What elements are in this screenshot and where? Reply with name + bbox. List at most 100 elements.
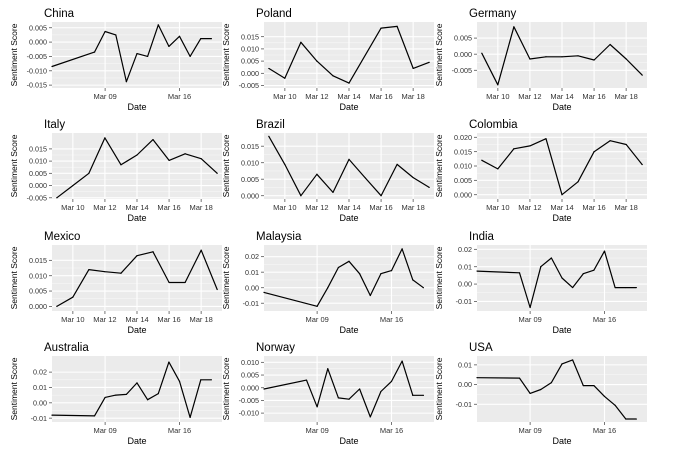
data-point — [412, 176, 414, 179]
x-axis-label: Date — [552, 213, 571, 223]
chart-panel-norway: 0.010 0.005 0.000 -0.005 -0.010 Mar 09 Mar 16 N… — [221, 342, 434, 446]
x-tick-label: Mar 14 — [337, 203, 360, 212]
data-point — [529, 392, 531, 395]
data-point — [422, 287, 424, 289]
x-tick-label: Mar 12 — [305, 92, 328, 101]
data-point — [518, 377, 521, 379]
y-tick-label: 0.02 — [245, 252, 259, 261]
data-point — [268, 67, 270, 70]
data-point — [609, 43, 611, 46]
y-tick-label: 0.015 — [454, 147, 472, 156]
data-point — [104, 30, 106, 33]
x-axis-label: Date — [127, 213, 146, 223]
data-point — [300, 41, 302, 43]
x-tick-label: Mar 14 — [550, 203, 573, 212]
y-tick-label: -0.01 — [456, 297, 472, 306]
y-axis-label: Sentiment Score — [9, 134, 19, 197]
chart-panel-brazil: 0.015 0.010 0.005 0.000 Mar 10 Mar 12 Mar 14 Ma… — [221, 119, 434, 223]
data-point — [609, 140, 611, 142]
data-point — [157, 393, 159, 395]
x-axis-label: Date — [339, 436, 358, 446]
y-tick-label: 0.015 — [241, 32, 259, 41]
x-axis-label: Date — [552, 102, 571, 112]
data-point — [184, 153, 186, 155]
chart-panel-australia: 0.02 0.01 0.00 -0.01 Mar 09 Mar 16 Australia Da… — [9, 342, 222, 446]
data-point — [412, 394, 414, 396]
y-tick-label: -0.010 — [27, 66, 47, 75]
x-tick-label: Mar 14 — [337, 92, 360, 101]
y-tick-label: -0.005 — [239, 81, 259, 90]
x-tick-label: Mar 16 — [168, 426, 191, 435]
y-tick-label: 0.010 — [29, 271, 47, 280]
y-axis-label: Sentiment Score — [221, 357, 231, 420]
data-point — [136, 382, 138, 384]
panel-title: Colombia — [469, 119, 518, 131]
data-point — [178, 380, 181, 382]
data-point — [305, 379, 308, 381]
data-point — [364, 176, 366, 179]
data-point — [168, 45, 170, 47]
data-point — [561, 194, 563, 196]
data-point — [147, 55, 149, 58]
y-tick-label: 0.010 — [454, 162, 472, 171]
y-tick-label: 0.000 — [241, 383, 259, 392]
data-point — [380, 390, 382, 393]
y-tick-label: 0.005 — [454, 34, 472, 43]
data-point — [593, 151, 595, 153]
x-tick-label: Mar 18 — [189, 203, 212, 212]
data-point — [348, 260, 350, 262]
x-tick-label: Mar 18 — [189, 315, 212, 324]
data-point — [337, 266, 339, 269]
y-axis-label: Sentiment Score — [221, 23, 231, 86]
data-point — [88, 172, 90, 174]
data-point — [125, 81, 127, 83]
data-point — [561, 277, 563, 279]
y-tick-label: -0.005 — [27, 52, 47, 61]
x-tick-label: Mar 14 — [550, 92, 573, 101]
y-tick-label: 0.010 — [29, 157, 47, 166]
y-tick-label: 0.000 — [241, 69, 259, 78]
y-tick-label: 0.000 — [454, 190, 472, 199]
x-tick-label: Mar 09 — [518, 315, 541, 324]
data-point — [300, 195, 302, 197]
chart-panel-china: 0.005 0.000 -0.005 -0.010 -0.015 Mar 09 Mar 16… — [9, 8, 222, 112]
x-axis-label: Date — [127, 436, 146, 446]
data-point — [614, 286, 616, 289]
x-axis-label: Date — [127, 102, 146, 112]
y-tick-label: -0.01 — [243, 299, 259, 308]
x-axis-label: Date — [339, 102, 358, 112]
data-point — [390, 380, 393, 382]
y-axis-label: Sentiment Score — [9, 357, 19, 420]
data-point — [115, 34, 117, 36]
y-tick-label: 0.000 — [241, 191, 259, 200]
data-point — [593, 59, 595, 61]
data-point — [396, 25, 398, 27]
x-tick-label: Mar 16 — [582, 203, 605, 212]
data-point — [348, 398, 350, 400]
x-tick-label: Mar 10 — [486, 92, 509, 101]
y-tick-label: -0.005 — [27, 193, 47, 202]
data-point — [561, 56, 563, 58]
panel-title: Mexico — [44, 231, 80, 243]
chart-panel-usa: 0.01 0.00 -0.01 Mar 09 Mar 16 USA Date Sentimen… — [434, 342, 647, 446]
x-tick-label: Mar 09 — [93, 92, 116, 101]
data-point — [136, 52, 138, 55]
x-tick-label: Mar 16 — [380, 426, 403, 435]
data-point — [545, 138, 547, 140]
panel-background — [264, 356, 434, 422]
data-point — [136, 154, 138, 156]
data-point — [428, 61, 430, 63]
data-point — [401, 248, 403, 250]
panel-title: Malaysia — [256, 231, 302, 243]
data-point — [497, 84, 499, 86]
series-line — [263, 248, 424, 307]
panel-title: Brazil — [256, 119, 285, 131]
x-tick-label: Mar 10 — [486, 203, 509, 212]
x-axis-label: Date — [552, 436, 571, 446]
data-point — [369, 416, 371, 418]
data-point — [120, 272, 122, 274]
data-point — [332, 75, 334, 77]
y-tick-label: 0.005 — [241, 57, 259, 66]
x-tick-label: Mar 10 — [273, 203, 296, 212]
